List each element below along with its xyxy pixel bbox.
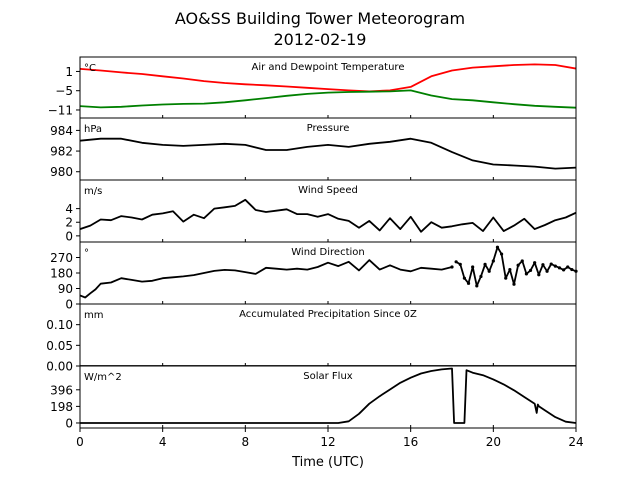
y-tick-label: 0 [65, 229, 73, 243]
panel-unit: °C [84, 63, 96, 74]
data-point [466, 281, 471, 285]
series-line-1 [80, 63, 576, 93]
y-tick-label: −11 [48, 103, 73, 117]
x-tick-label: 4 [159, 435, 167, 449]
panel-title: Pressure [307, 123, 350, 134]
x-tick-label: 12 [320, 435, 335, 449]
data-point [508, 267, 512, 272]
data-point [545, 269, 549, 273]
data-point [471, 265, 475, 269]
data-point [557, 266, 562, 270]
data-point [450, 265, 454, 269]
y-tick-label: 4 [65, 202, 73, 216]
y-tick-label: 0 [65, 298, 73, 312]
y-tick-label: 980 [50, 165, 73, 179]
panels: °C Air and Dewpoint Temperature 1 −5 −11 hPa P… [46, 56, 578, 430]
data-point [516, 263, 520, 267]
panel-title: Wind Direction [291, 247, 365, 258]
panel-unit: hPa [84, 124, 102, 135]
y-tick-label: 0 [65, 416, 73, 430]
series-line-1 [80, 367, 576, 424]
data-point [491, 259, 495, 263]
data-point [570, 267, 574, 272]
data-point [504, 276, 508, 280]
data-point [479, 274, 483, 279]
series-line-2 [80, 89, 576, 109]
panel-1: °C Air and Dewpoint Temperature 1 −5 −11 [48, 56, 577, 119]
y-tick-label: 2 [65, 216, 73, 230]
y-tick-label: 0.05 [46, 339, 73, 353]
data-point [500, 252, 504, 256]
x-tick-label: 24 [568, 435, 583, 449]
data-point [553, 264, 557, 268]
x-tick-label: 0 [76, 435, 84, 449]
data-point [541, 263, 545, 267]
data-point [533, 261, 537, 265]
figure-date: 2012-02-19 [274, 30, 367, 49]
data-point [566, 265, 570, 269]
data-point [487, 269, 491, 273]
y-tick-label: 982 [50, 145, 73, 159]
data-point [537, 273, 541, 277]
panel-title: Solar Flux [303, 371, 353, 382]
data-point [528, 268, 533, 273]
panel-5: mm Accumulated Precipitation Since 0Z 0.10… [46, 303, 577, 374]
y-tick-label: 198 [50, 400, 73, 414]
y-tick-label: 90 [58, 282, 73, 296]
data-point [495, 245, 500, 249]
x-tick-label: 20 [486, 435, 501, 449]
y-tick-label: 270 [50, 251, 73, 265]
data-point [458, 262, 462, 266]
panel-title: Accumulated Precipitation Since 0Z [239, 309, 417, 320]
y-tick-label: 396 [50, 383, 73, 397]
data-point [524, 272, 529, 276]
y-tick-label: 180 [50, 267, 73, 281]
series-line-1 [80, 259, 453, 299]
data-point [462, 276, 466, 280]
data-point [549, 262, 553, 266]
x-tick-label: 16 [403, 435, 418, 449]
panel-unit: ° [84, 248, 89, 259]
y-tick-label: 0.00 [46, 360, 73, 374]
y-tick-label: 0.10 [46, 318, 73, 332]
panel-6: W/m^2 Solar Flux 396 198 0 [50, 365, 577, 430]
y-tick-label: 1 [65, 65, 73, 79]
data-point [562, 268, 566, 272]
x-axis-label: Time (UTC) [291, 455, 364, 470]
y-tick-label: 984 [50, 124, 73, 138]
series-line-1 [80, 198, 576, 233]
data-point [512, 282, 516, 286]
panel-title: Wind Speed [298, 185, 358, 196]
x-axis: 0 4 8 12 16 20 24 [76, 428, 584, 449]
panel-unit: W/m^2 [84, 372, 122, 383]
panel-unit: m/s [84, 186, 102, 197]
panel-title: Air and Dewpoint Temperature [252, 62, 405, 73]
series-line-1 [80, 137, 576, 170]
data-point [454, 260, 458, 264]
data-point [483, 262, 487, 266]
data-point [475, 284, 479, 288]
data-point [520, 259, 524, 263]
y-tick-label: −5 [55, 84, 73, 98]
figure-title: AO&SS Building Tower Meteorogram [175, 9, 465, 28]
panel-3: m/s Wind Speed 420 [65, 179, 577, 243]
panel-unit: mm [84, 310, 103, 321]
x-tick-label: 8 [242, 435, 250, 449]
panel-2: hPa Pressure 984 982 980 [50, 117, 577, 181]
